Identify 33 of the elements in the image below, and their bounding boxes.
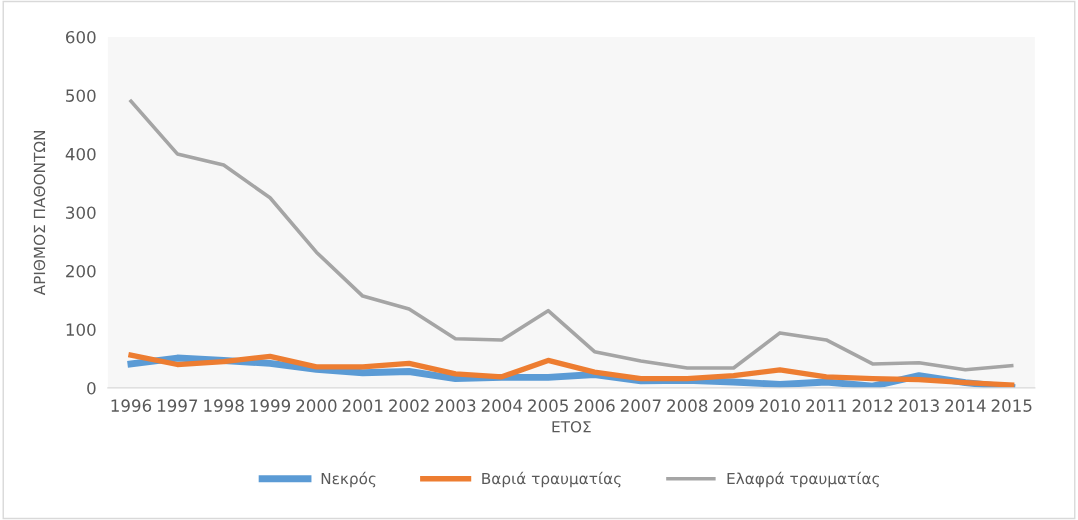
x-tick-label: 2005 xyxy=(528,399,568,412)
y-tick-label: 0 xyxy=(87,381,96,395)
x-tick-label: 2002 xyxy=(389,399,429,412)
x-tick-label: 2006 xyxy=(574,399,615,412)
y-tick-label: 600 xyxy=(66,30,96,44)
x-tick-label: 2000 xyxy=(296,399,337,412)
x-tick-label: 2012 xyxy=(852,399,893,412)
y-tick-label: 300 xyxy=(66,206,96,219)
legend-label: Ελαφρά τραυματίας xyxy=(727,471,879,488)
x-tick-label: 2014 xyxy=(945,399,986,412)
y-axis-title: ΑΡΙΘΜΟΣ ΠΑΘΟΝΤΩΝ xyxy=(33,131,46,296)
y-tick-label: 500 xyxy=(66,89,96,102)
y-tick-label: 100 xyxy=(66,323,96,336)
x-tick-label: 1997 xyxy=(157,399,198,412)
line-series xyxy=(129,99,1014,372)
x-tick-label: 2011 xyxy=(806,399,846,412)
x-tick-label: 2004 xyxy=(481,399,523,412)
x-tick-label: 2007 xyxy=(620,399,661,412)
x-tick-label: 2013 xyxy=(899,399,939,412)
x-tick-label: 2015 xyxy=(991,399,1032,412)
x-tick-label: 2001 xyxy=(342,399,383,412)
y-tick-label: 400 xyxy=(65,147,96,161)
x-tick-label: 1999 xyxy=(250,399,291,412)
legend-label: Βαριά τραυματίας xyxy=(482,471,621,488)
legend-label: Νεκρός xyxy=(321,471,376,488)
x-tick-label: 1998 xyxy=(204,399,244,412)
x-tick-label: 2009 xyxy=(713,399,754,412)
x-tick-label: 2003 xyxy=(435,399,476,412)
y-tick-label: 200 xyxy=(66,264,96,278)
x-axis-title: ΕΤΟΣ xyxy=(552,420,591,433)
x-tick-label: 1996 xyxy=(111,399,152,412)
x-tick-label: 2008 xyxy=(667,399,708,412)
x-tick-label: 2010 xyxy=(759,399,801,412)
